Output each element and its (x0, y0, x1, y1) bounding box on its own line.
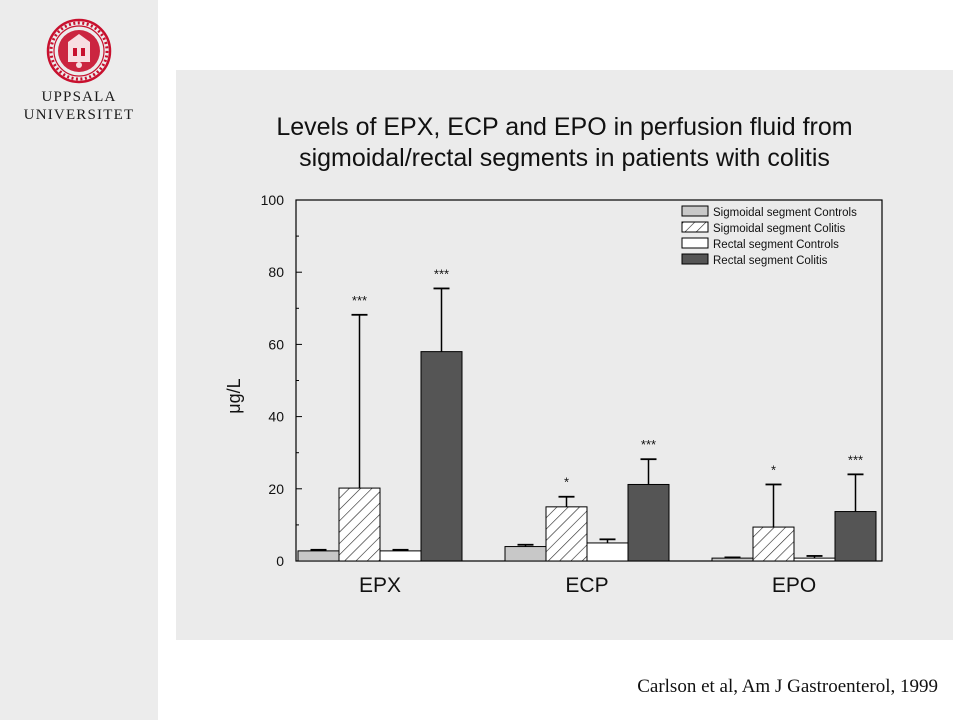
y-tick-label: 40 (268, 409, 284, 425)
significance-label: * (771, 462, 776, 477)
legend-swatch (681, 221, 709, 233)
x-category-label: ECP (565, 574, 608, 597)
legend-swatch (681, 253, 709, 265)
legend-entry: Sigmoidal segment Controls (713, 207, 857, 219)
bar-epx-1 (338, 487, 381, 562)
bar-ecp-3 (627, 483, 670, 562)
bar-epo-0 (711, 557, 754, 562)
significance-label: *** (434, 266, 449, 281)
uppsala-seal-icon (46, 18, 112, 84)
significance-label: *** (641, 437, 656, 452)
legend-entry: Sigmoidal segment Colitis (713, 223, 846, 235)
chart-title-line2: sigmoidal/rectal segments in patients wi… (299, 144, 830, 172)
citation: Carlson et al, Am J Gastroenterol, 1999 (637, 676, 938, 697)
bar-epx-2 (379, 550, 422, 562)
university-name-line1: UPPSALA (41, 89, 117, 105)
y-tick-label: 100 (261, 192, 285, 208)
significance-label: * (564, 475, 569, 490)
x-category-label: EPX (359, 574, 401, 597)
bar-ecp-2 (586, 542, 629, 562)
bar-epo-1 (752, 526, 795, 562)
legend-entry: Rectal segment Controls (713, 239, 839, 251)
bar-ecp-0 (504, 546, 547, 562)
legend-swatch (681, 205, 709, 217)
significance-label: *** (848, 452, 863, 467)
y-tick-label: 20 (268, 481, 284, 497)
bar-epo-2 (793, 557, 836, 562)
bar-epo-3 (834, 511, 877, 562)
y-axis-label: μg/L (224, 378, 244, 413)
significance-label: *** (352, 293, 367, 308)
university-name: UPPSALA UNIVERSITET (0, 88, 158, 124)
bar-epx-0 (297, 550, 340, 562)
university-name-line2: UNIVERSITET (23, 107, 135, 123)
chart-title: Levels of EPX, ECP and EPO in perfusion … (176, 112, 953, 174)
legend-swatch (681, 237, 709, 249)
y-tick-label: 60 (268, 336, 284, 352)
university-logo: UPPSALA UNIVERSITET (0, 18, 158, 124)
bar-ecp-1 (545, 506, 588, 562)
sidebar: UPPSALA UNIVERSITET (0, 0, 158, 720)
legend-entry: Rectal segment Colitis (713, 255, 828, 267)
bar-epx-3 (420, 351, 463, 562)
chart-title-line1: Levels of EPX, ECP and EPO in perfusion … (276, 113, 853, 141)
y-tick-label: 80 (268, 264, 284, 280)
x-category-label: EPO (772, 574, 816, 597)
y-tick-label: 0 (276, 553, 284, 569)
